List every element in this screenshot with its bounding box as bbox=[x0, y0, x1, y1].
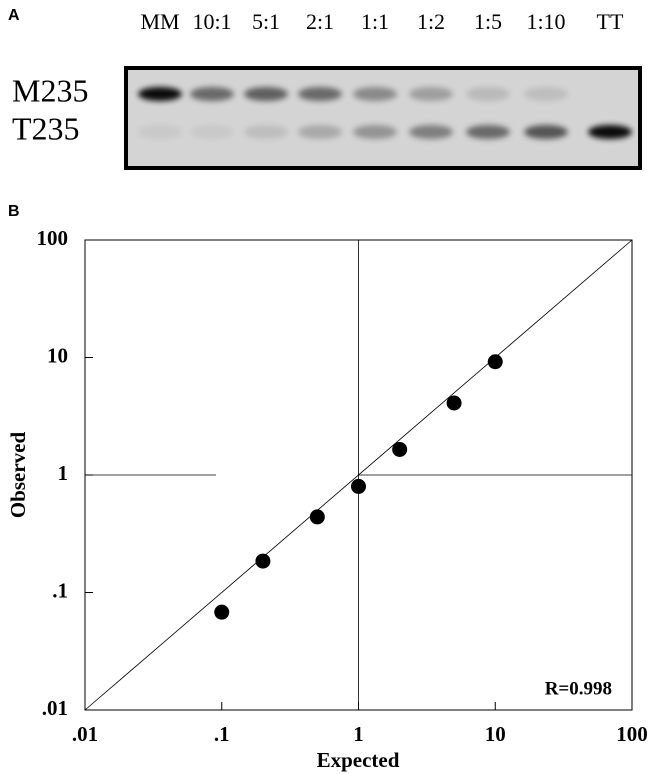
band bbox=[138, 87, 182, 101]
annotation: R=0.998 bbox=[545, 678, 612, 699]
point bbox=[214, 605, 229, 620]
band bbox=[190, 87, 234, 101]
y-axis-title: Observed bbox=[6, 432, 30, 519]
y-tick-label: .01 bbox=[42, 696, 68, 720]
point bbox=[351, 479, 366, 494]
band bbox=[409, 125, 453, 139]
lane-label: 2:1 bbox=[306, 9, 334, 34]
point bbox=[255, 554, 270, 569]
x-tick-label: .1 bbox=[214, 722, 230, 746]
gel bbox=[126, 68, 640, 168]
point bbox=[392, 442, 407, 457]
band bbox=[244, 125, 288, 139]
band bbox=[353, 87, 397, 101]
page: {"panel_a": {"label": "A", "lanes": ["MM… bbox=[0, 0, 648, 774]
lane-label: TT bbox=[597, 9, 624, 34]
lane-label: 1:5 bbox=[474, 9, 502, 34]
row-label: T235 bbox=[12, 110, 80, 146]
lane-label: MM bbox=[140, 9, 179, 34]
band bbox=[353, 125, 397, 139]
band bbox=[298, 87, 342, 101]
x-tick-label: 100 bbox=[616, 722, 648, 746]
panel-label: A bbox=[8, 7, 20, 24]
y-tick-label: 1 bbox=[58, 461, 69, 485]
point bbox=[488, 354, 503, 369]
lane-label: 1:1 bbox=[361, 9, 389, 34]
lane-label: 10:1 bbox=[192, 9, 231, 34]
point bbox=[447, 395, 462, 410]
band bbox=[138, 125, 182, 139]
x-axis-title: Expected bbox=[317, 748, 400, 772]
band bbox=[466, 125, 510, 139]
lane-label: 1:10 bbox=[526, 9, 565, 34]
band bbox=[466, 87, 510, 101]
band bbox=[190, 125, 234, 139]
y-tick-label: .1 bbox=[52, 578, 68, 602]
point bbox=[310, 509, 325, 524]
row-label: M235 bbox=[12, 72, 88, 108]
y-tick-label: 100 bbox=[37, 226, 69, 250]
band bbox=[524, 125, 568, 139]
lane-label: 1:2 bbox=[417, 9, 445, 34]
figure: A B MM 10:1 5:1 2:1 1:1 1:2 1:5 1:10 TT M235T235.… bbox=[0, 0, 648, 774]
band bbox=[524, 87, 568, 101]
band bbox=[588, 125, 632, 139]
band bbox=[409, 87, 453, 101]
x-tick-label: .01 bbox=[72, 722, 98, 746]
band bbox=[298, 125, 342, 139]
panel-label: B bbox=[8, 203, 20, 220]
x-tick-label: 1 bbox=[353, 722, 364, 746]
lane-label: 5:1 bbox=[252, 9, 280, 34]
y-tick-label: 10 bbox=[47, 343, 68, 367]
band bbox=[244, 87, 288, 101]
x-tick-label: 10 bbox=[485, 722, 506, 746]
